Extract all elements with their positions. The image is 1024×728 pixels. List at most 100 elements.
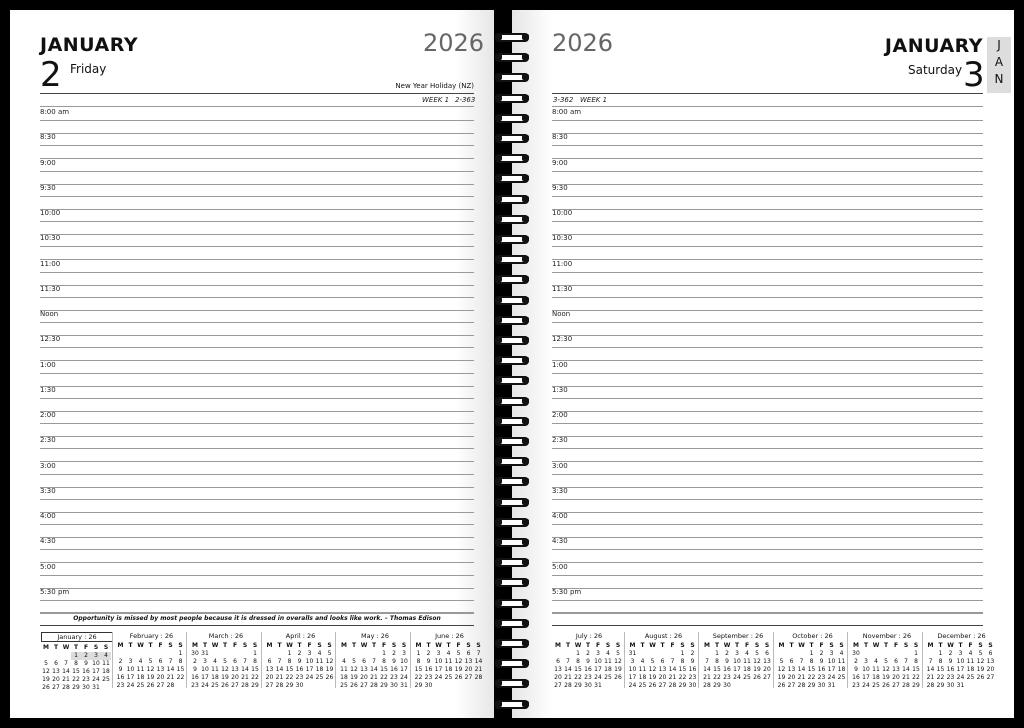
calendar-day[interactable]: 1 — [938, 650, 943, 657]
calendar-day[interactable]: 4 — [874, 658, 878, 665]
calendar-day[interactable]: 8 — [178, 658, 183, 665]
calendar-day[interactable]: 3 — [958, 650, 963, 657]
calendar-day[interactable]: 8 — [382, 658, 386, 665]
ruled-line[interactable] — [552, 612, 983, 614]
calendar-day[interactable]: 9 — [426, 658, 431, 665]
mini-calendar[interactable]: January : 26 M T W T F S S 1 2 3 4 5 6 7 8 9 10 11 12 13 14 15… — [41, 632, 113, 692]
calendar-day[interactable]: 8 — [576, 658, 580, 665]
calendar-day[interactable]: 10 — [862, 666, 870, 673]
calendar-day[interactable]: 6 — [556, 658, 560, 665]
calendar-day[interactable]: 1 — [178, 650, 183, 657]
calendar-day[interactable]: 26 — [221, 682, 229, 689]
calendar-day[interactable]: 14 — [62, 668, 70, 675]
calendar-day[interactable]: 24 — [628, 682, 637, 689]
calendar-day[interactable]: 20 — [658, 674, 667, 681]
calendar-day[interactable]: 13 — [763, 658, 771, 665]
mini-calendar[interactable]: August : 26 M T W T F S S 31 1 2 3 4 5 6 7 8 9 10 11 12 13 14 1… — [628, 632, 700, 690]
calendar-day[interactable]: 27 — [658, 682, 667, 689]
calendar-day[interactable]: 14 — [926, 666, 935, 673]
mini-calendar[interactable]: April : 26 M T W T F S S 1 2 3 4 5 6 7 8 9 10 11 12 13 14 15 16… — [265, 632, 337, 690]
ruled-line[interactable] — [552, 208, 983, 210]
calendar-day[interactable]: 29 — [72, 684, 80, 691]
mini-calendar[interactable]: May : 26 M T W T F S S 1 2 3 4 5 6 7 8 9 10 11 12 13 14 15 16 17… — [339, 632, 411, 690]
calendar-day[interactable]: 2 — [118, 658, 123, 665]
calendar-day[interactable]: 31 — [201, 650, 209, 657]
calendar-day[interactable]: 20 — [892, 674, 900, 681]
calendar-day[interactable]: 27 — [52, 684, 60, 691]
calendar-day[interactable]: 10 — [305, 658, 314, 665]
calendar-day[interactable]: 1 — [576, 650, 580, 657]
calendar-day[interactable]: 21 — [668, 674, 677, 681]
calendar-day[interactable]: 27 — [360, 682, 368, 689]
calendar-day[interactable]: 20 — [156, 674, 165, 681]
ruled-line[interactable] — [552, 397, 983, 399]
calendar-day[interactable]: 15 — [380, 666, 388, 673]
calendar-day[interactable]: 24 — [92, 676, 100, 683]
calendar-day[interactable]: 22 — [912, 674, 920, 681]
calendar-day[interactable]: 10 — [628, 666, 637, 673]
calendar-day[interactable]: 30 — [584, 682, 592, 689]
calendar-day[interactable]: 5 — [352, 658, 356, 665]
calendar-day[interactable]: 29 — [807, 682, 816, 689]
calendar-day[interactable]: 29 — [678, 682, 687, 689]
calendar-day[interactable]: 19 — [648, 674, 657, 681]
calendar-day[interactable]: 6 — [660, 658, 665, 665]
calendar-day[interactable]: 18 — [315, 666, 324, 673]
calendar-day[interactable]: 20 — [52, 676, 60, 683]
calendar-day[interactable]: 25 — [638, 682, 647, 689]
calendar-day[interactable]: 14 — [797, 666, 806, 673]
calendar-day[interactable]: 31 — [400, 682, 408, 689]
calendar-day[interactable]: 6 — [988, 650, 993, 657]
ruled-line[interactable] — [40, 183, 474, 185]
ruled-line[interactable] — [40, 158, 474, 160]
calendar-day[interactable]: 10 — [92, 660, 100, 667]
calendar-day[interactable]: 11 — [340, 666, 348, 673]
calendar-day[interactable]: 9 — [854, 666, 858, 673]
calendar-day[interactable]: 27 — [265, 682, 274, 689]
calendar-day[interactable]: 31 — [628, 650, 637, 657]
calendar-day[interactable]: 8 — [253, 658, 257, 665]
calendar-day[interactable]: 31 — [594, 682, 602, 689]
ruled-line[interactable] — [552, 360, 983, 362]
calendar-day[interactable]: 28 — [241, 682, 249, 689]
calendar-day[interactable]: 23 — [390, 674, 398, 681]
calendar-day[interactable]: 21 — [370, 674, 378, 681]
ruled-line[interactable] — [552, 284, 983, 286]
calendar-day[interactable]: 5 — [148, 658, 153, 665]
mini-calendar[interactable]: December : 26 M T W T F S S 1 2 3 4 5 6 7 8 9 10 11 12 13 14 1… — [926, 632, 998, 690]
ruled-line[interactable] — [552, 574, 983, 576]
ruled-line[interactable] — [40, 612, 474, 614]
calendar-day[interactable]: 23 — [946, 674, 955, 681]
calendar-day[interactable]: 4 — [342, 658, 346, 665]
ruled-line[interactable] — [552, 385, 983, 387]
calendar-day[interactable]: 27 — [986, 674, 995, 681]
calendar-day[interactable]: 5 — [978, 650, 983, 657]
ruled-line[interactable] — [552, 195, 983, 197]
calendar-day[interactable]: 23 — [295, 674, 304, 681]
calendar-day[interactable]: 14 — [275, 666, 284, 673]
calendar-day[interactable]: 6 — [233, 658, 237, 665]
calendar-day[interactable]: 2 — [854, 658, 858, 665]
calendar-day[interactable]: 21 — [926, 674, 935, 681]
calendar-day[interactable]: 29 — [912, 682, 920, 689]
calendar-day[interactable]: 27 — [763, 674, 771, 681]
calendar-day[interactable]: 17 — [126, 674, 135, 681]
calendar-day[interactable]: 11 — [837, 658, 846, 665]
calendar-day[interactable]: 19 — [350, 674, 358, 681]
calendar-day[interactable]: 4 — [101, 652, 111, 660]
calendar-day[interactable]: 12 — [454, 658, 463, 665]
calendar-day[interactable]: 28 — [668, 682, 677, 689]
ruled-line[interactable] — [552, 473, 983, 475]
calendar-day[interactable]: 6 — [54, 660, 58, 667]
calendar-day[interactable]: 3 — [203, 658, 207, 665]
calendar-day[interactable]: 18 — [340, 674, 348, 681]
calendar-day[interactable]: 28 — [797, 682, 806, 689]
ruled-line[interactable] — [40, 170, 474, 172]
ruled-line[interactable] — [40, 436, 474, 438]
calendar-day[interactable]: 28 — [370, 682, 378, 689]
calendar-day[interactable]: 23 — [191, 682, 199, 689]
calendar-day[interactable]: 30 — [424, 682, 433, 689]
calendar-day[interactable]: 1 — [287, 650, 292, 657]
calendar-day[interactable]: 19 — [146, 674, 155, 681]
calendar-day[interactable]: 16 — [390, 666, 398, 673]
